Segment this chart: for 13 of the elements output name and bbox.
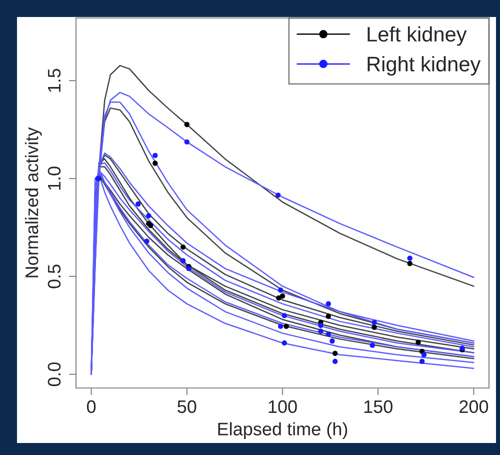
x-tick-label: 0 [86,400,96,414]
y-tick-label: 1.0 [48,166,61,190]
x-axis-title: Elapsed time (h) [218,422,348,440]
y-axis-title: Normalized activity [24,127,42,278]
x-tick-label: 200 [460,400,488,414]
x-tick-label: 150 [364,400,392,414]
y-tick-label: 0.5 [48,264,61,288]
x-tick-label: 100 [268,400,297,414]
y-tick-label: 1.5 [48,68,61,92]
legend-label: Right kidney [368,56,481,76]
legend-label: Left kidney [368,26,467,46]
y-tick-label: 0.0 [48,362,61,386]
x-tick-label: 50 [178,400,196,414]
